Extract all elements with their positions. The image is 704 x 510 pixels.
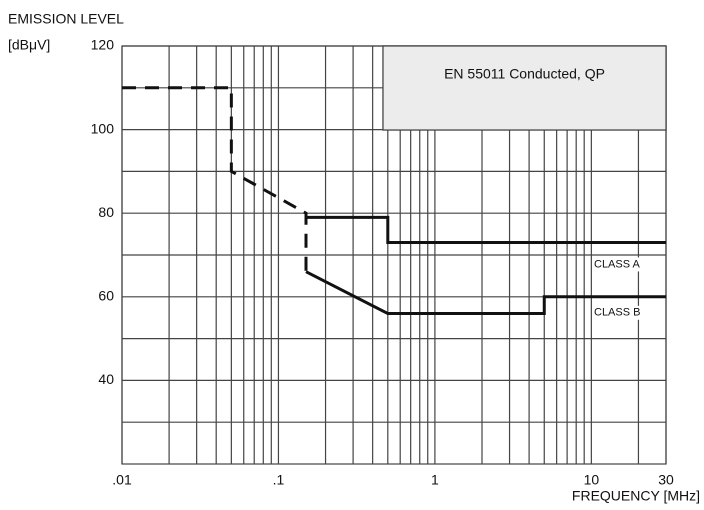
x-axis-label: FREQUENCY [MHz] — [572, 488, 700, 504]
series-label: CLASS A — [594, 258, 641, 270]
series-label-bg — [592, 305, 652, 320]
x-tick-label: .01 — [112, 472, 132, 488]
series-label: CLASS B — [594, 307, 640, 319]
series-line — [306, 215, 666, 244]
annotation: EN 55011 Conducted, QP — [444, 66, 605, 82]
chart-title: EMISSION LEVEL — [8, 11, 124, 27]
series-line — [305, 270, 666, 316]
series-label-bg — [592, 257, 652, 272]
annotation-box — [382, 45, 667, 131]
series-line — [122, 86, 308, 272]
x-tick-label: .1 — [273, 472, 285, 488]
y-tick-label: 120 — [91, 37, 115, 53]
x-tick-label: 1 — [431, 472, 439, 488]
y-axis-label: [dBμV] — [8, 37, 50, 53]
y-tick-label: 60 — [98, 288, 114, 304]
x-tick-label: 10 — [584, 472, 600, 488]
y-tick-label: 40 — [98, 371, 114, 387]
y-tick-label: 80 — [98, 204, 114, 220]
x-tick-label: 30 — [658, 472, 674, 488]
y-tick-label: 100 — [91, 120, 115, 136]
